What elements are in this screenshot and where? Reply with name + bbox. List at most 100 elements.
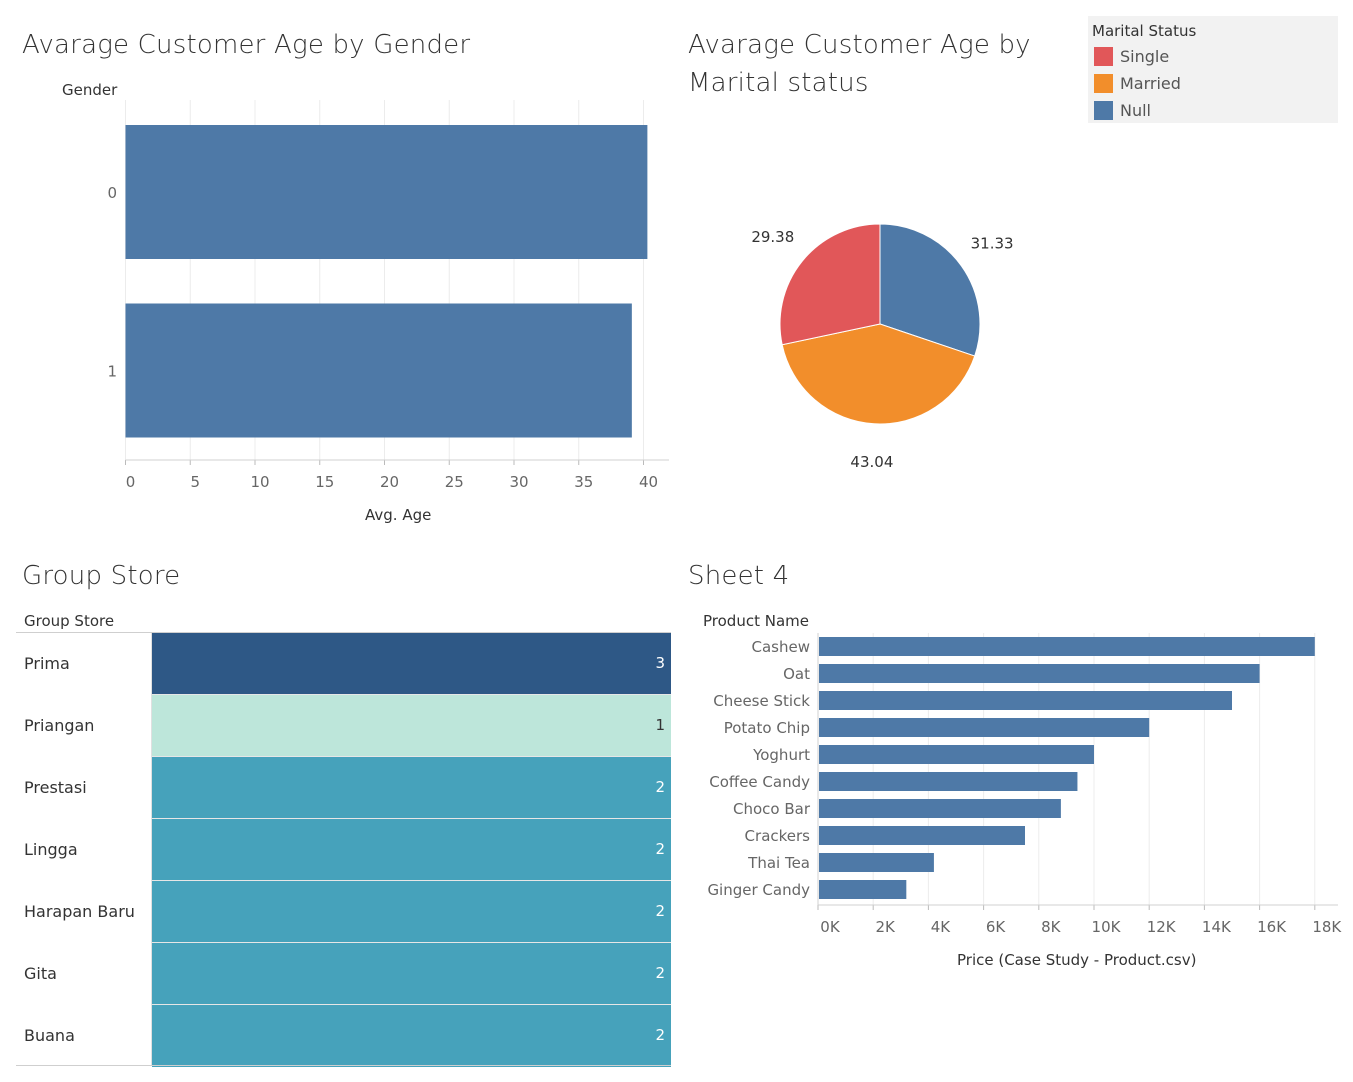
gender-y-tick-label: 0	[107, 184, 117, 202]
product-bar-ginger-candy[interactable]	[819, 880, 907, 899]
group-store-row-buana[interactable]: Buana 2	[16, 1005, 671, 1067]
marital-chart-title-line1: Avarage Customer Age by	[688, 30, 1031, 60]
product-y-tick-label: Yoghurt	[752, 746, 810, 764]
pie-label-married: 43.04	[850, 453, 893, 471]
product-x-tick-label: 14K	[1202, 918, 1232, 936]
product-x-tick-label: 10K	[1092, 918, 1122, 936]
group-store-row-label: Prestasi	[24, 778, 87, 797]
group-store-row-prima[interactable]: Prima 3	[16, 633, 671, 695]
product-x-tick-label: 6K	[986, 918, 1007, 936]
group-store-value-cell[interactable]: 1	[152, 695, 671, 756]
product-x-tick-label: 0K	[820, 918, 841, 936]
product-y-tick-label: Choco Bar	[733, 800, 811, 818]
legend-item-null[interactable]: Null	[1094, 100, 1151, 120]
product-bar-oat[interactable]	[819, 664, 1260, 683]
avg-age-axis-title: Avg. Age	[365, 506, 432, 524]
product-x-tick-label: 16K	[1257, 918, 1287, 936]
group-store-value-cell[interactable]: 2	[152, 943, 671, 1004]
gender-x-tick-label: 10	[250, 473, 269, 491]
group-store-value: 2	[655, 964, 665, 982]
product-x-tick-label: 12K	[1147, 918, 1177, 936]
legend-label-married: Married	[1120, 73, 1181, 93]
gender-y-tick-label: 1	[107, 363, 117, 381]
gender-x-tick-label: 30	[509, 473, 528, 491]
group-store-value-cell[interactable]: 3	[152, 633, 671, 694]
pie-slice-null[interactable]	[879, 223, 981, 357]
sheet4-title: Sheet 4	[688, 561, 790, 591]
product-y-tick-label: Coffee Candy	[709, 773, 810, 791]
group-store-row-label: Gita	[24, 964, 57, 983]
group-store-row-lingga[interactable]: Lingga 2	[16, 819, 671, 881]
group-store-header-line	[16, 632, 671, 633]
group-store-value: 2	[655, 778, 665, 796]
group-store-row-prestasi[interactable]: Prestasi 2	[16, 757, 671, 819]
product-y-tick-label: Potato Chip	[724, 719, 810, 737]
price-axis-title: Price (Case Study - Product.csv)	[957, 951, 1197, 969]
group-store-value: 1	[655, 716, 665, 734]
marital-status-legend[interactable]: Marital Status Single Married Null	[1088, 16, 1338, 123]
product-bar-cashew[interactable]	[819, 637, 1315, 656]
group-store-value-cell[interactable]: 2	[152, 881, 671, 942]
group-store-value-cell[interactable]: 2	[152, 819, 671, 880]
group-store-row-divider	[152, 1004, 671, 1005]
group-store-title: Group Store	[22, 561, 181, 591]
product-bar-yoghurt[interactable]	[819, 745, 1094, 764]
group-store-bottom-line	[16, 1065, 671, 1066]
legend-swatch-null	[1094, 100, 1113, 120]
marital-chart-title-line2: Marital status	[688, 68, 869, 98]
product-bar-choco-bar[interactable]	[819, 799, 1061, 818]
group-store-row-label: Prima	[24, 654, 70, 673]
group-store-row-priangan[interactable]: Priangan 1	[16, 695, 671, 757]
marital-chart-title: Avarage Customer Age by Marital status	[688, 26, 1031, 102]
legend-swatch-single	[1094, 46, 1113, 66]
group-store-row-label: Priangan	[24, 716, 95, 735]
product-y-tick-label: Ginger Candy	[707, 881, 810, 899]
group-store-value: 3	[655, 654, 665, 672]
group-store-row-divider	[152, 818, 671, 819]
group-store-value: 2	[655, 840, 665, 858]
product-name-axis-title: Product Name	[703, 612, 809, 630]
product-x-tick-label: 2K	[876, 918, 897, 936]
product-y-tick-label: Cashew	[752, 638, 810, 656]
pie-slice-single[interactable]	[779, 223, 881, 346]
product-bar-crackers[interactable]	[819, 826, 1025, 845]
product-bar-cheese-stick[interactable]	[819, 691, 1232, 710]
legend-item-single[interactable]: Single	[1094, 46, 1169, 66]
legend-label-null: Null	[1120, 100, 1151, 120]
gender-bar-0[interactable]	[125, 125, 648, 259]
pie-label-null: 31.33	[971, 235, 1014, 253]
product-y-tick-label: Cheese Stick	[713, 692, 810, 710]
group-store-value: 2	[655, 902, 665, 920]
group-store-row-harapan-baru[interactable]: Harapan Baru 2	[16, 881, 671, 943]
group-store-row-label: Lingga	[24, 840, 78, 859]
pie-slice-married[interactable]	[781, 323, 976, 425]
product-bar-coffee-candy[interactable]	[819, 772, 1078, 791]
product-y-tick-label: Thai Tea	[747, 854, 810, 872]
gender-x-tick-label: 20	[380, 473, 399, 491]
pie-label-single: 29.38	[751, 228, 794, 246]
gender-x-tick-label: 40	[639, 473, 658, 491]
group-store-value-cell[interactable]: 2	[152, 757, 671, 818]
group-store-row-divider	[152, 694, 671, 695]
group-store-row-label: Harapan Baru	[24, 902, 135, 921]
legend-title: Marital Status	[1092, 22, 1197, 40]
gender-x-tick-label: 0	[126, 473, 136, 491]
group-store-row-divider	[152, 880, 671, 881]
product-x-tick-label: 4K	[931, 918, 952, 936]
gender-axis-title: Gender	[62, 81, 118, 99]
product-bar-potato-chip[interactable]	[819, 718, 1150, 737]
gender-x-tick-label: 15	[315, 473, 334, 491]
legend-item-married[interactable]: Married	[1094, 73, 1181, 93]
product-bar-thai-tea[interactable]	[819, 853, 934, 872]
product-x-tick-label: 18K	[1312, 918, 1342, 936]
legend-label-single: Single	[1120, 46, 1170, 66]
group-store-value-cell[interactable]: 2	[152, 1005, 671, 1067]
product-x-tick-label: 8K	[1041, 918, 1062, 936]
gender-x-tick-label: 25	[445, 473, 464, 491]
gender-bar-1[interactable]	[125, 303, 632, 438]
group-store-row-gita[interactable]: Gita 2	[16, 943, 671, 1005]
gender-x-tick-label: 5	[190, 473, 200, 491]
